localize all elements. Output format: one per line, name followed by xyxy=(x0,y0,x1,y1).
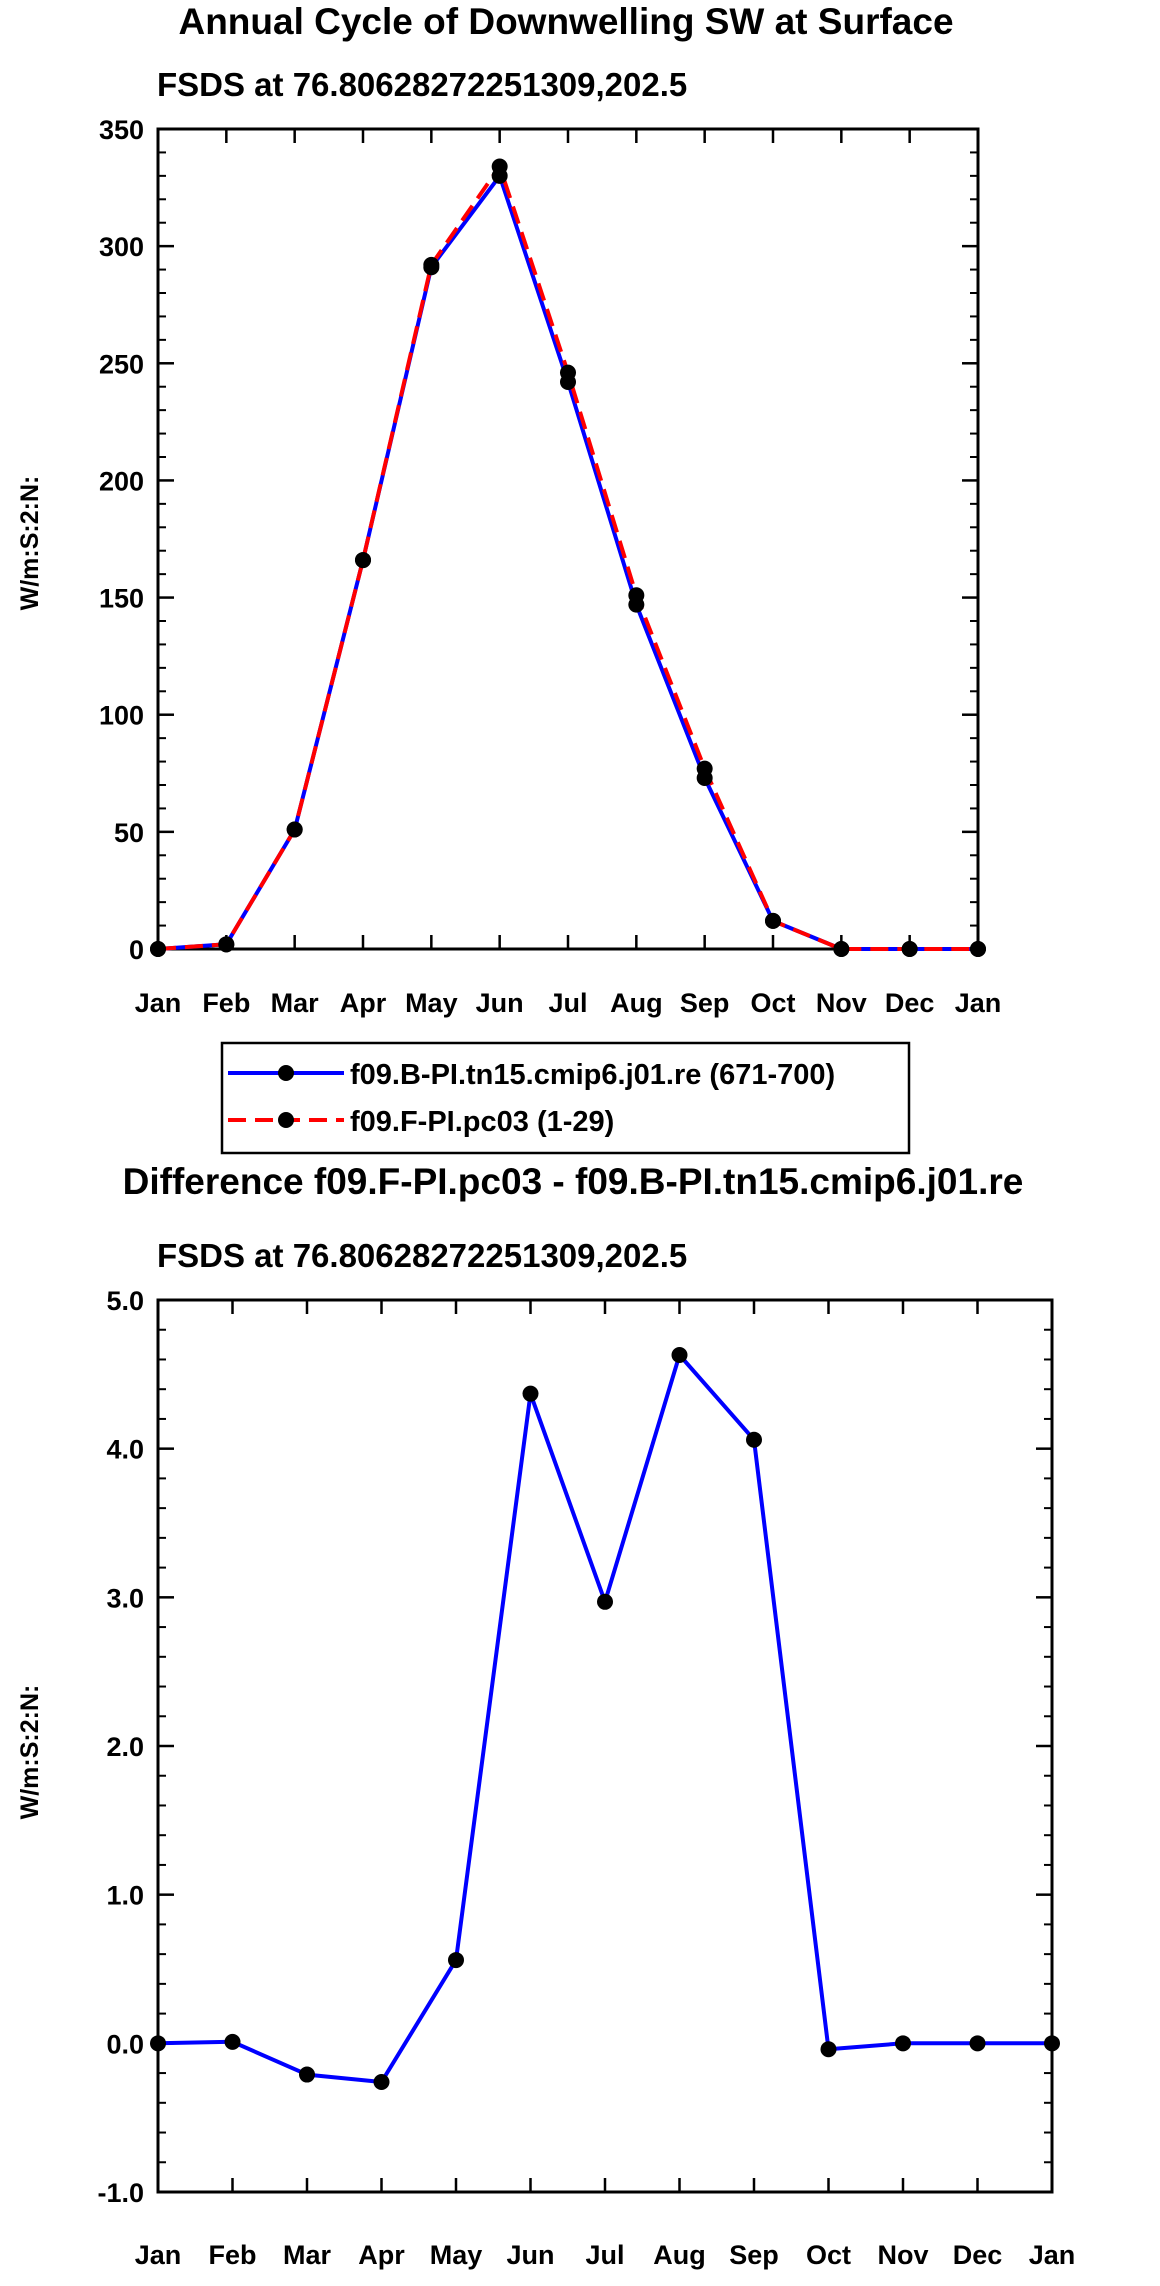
chart1-x-tick-label: May xyxy=(405,988,458,1018)
chart2-series-1-point xyxy=(746,1431,762,1448)
chart2-series-1-point xyxy=(895,2035,911,2052)
chart2-x-tick-label: Mar xyxy=(283,2240,332,2270)
chart1-y-tick-label: 350 xyxy=(99,115,144,145)
chart1-x-tick-label: Apr xyxy=(340,988,387,1018)
chart1-x-tick-label: Sep xyxy=(680,988,730,1018)
chart2-x-tick-label: Dec xyxy=(953,2240,1003,2270)
chart1-series-2-point xyxy=(970,941,986,957)
chart1-series-2-point xyxy=(491,158,508,175)
chart1-y-tick-label: 300 xyxy=(99,232,144,262)
chart1-x-tick-label: Jan xyxy=(955,988,1002,1018)
chart2-y-tick-label: 0.0 xyxy=(106,2029,144,2059)
chart2-series-1-point xyxy=(150,2035,166,2052)
chart2-series-1-point xyxy=(299,2066,315,2083)
chart2-series-1-point xyxy=(522,1385,539,1402)
legend-label-series-2: f09.F-PI.pc03 (1-29) xyxy=(350,1106,614,1138)
legend-marker-series-1 xyxy=(278,1065,294,1081)
chart1-plot-frame xyxy=(156,127,980,951)
chart2-x-tick-label: Jan xyxy=(1029,2240,1076,2270)
legend-label-series-1: f09.B-PI.tn15.cmip6.j01.re (671-700) xyxy=(350,1059,835,1091)
chart1-y-tick-label: 150 xyxy=(99,584,144,614)
chart1-plot-area: Jan Feb Mar Apr May Jun Jul Aug Sep Oct Nov Dec Jan 0… xyxy=(99,115,1001,1018)
chart1-y-tick-label: 0 xyxy=(129,935,144,965)
chart1-x-tick-label: Aug xyxy=(610,988,662,1018)
chart2-y-tick-label: 2.0 xyxy=(106,1732,144,1762)
chart1-series-2-point xyxy=(696,760,713,777)
chart1-x-tick-label: Jun xyxy=(476,988,524,1018)
chart1-x-tick-label: Nov xyxy=(816,988,867,1018)
chart2-y-tick-label: 5.0 xyxy=(106,1286,144,1316)
chart1-series-2-line xyxy=(157,164,978,951)
chart2-y-tick-label: -1.0 xyxy=(97,2178,144,2208)
chart1-y-tick-label: 200 xyxy=(99,466,144,496)
chart2-series-1-point xyxy=(373,2073,390,2090)
chart1-y-tick-label: 250 xyxy=(99,349,144,379)
chart2-plot-frame xyxy=(156,1298,1054,2194)
chart2-title: Difference f09.F-PI.pc03 - f09.B-PI.tn15… xyxy=(123,1161,1024,1202)
chart2-series-1-point xyxy=(671,1347,688,1364)
chart1-legend: f09.B-PI.tn15.cmip6.j01.re (671-700) f09… xyxy=(220,1041,911,1155)
chart2-x-tick-label: Jun xyxy=(506,2240,554,2270)
chart1-title: Annual Cycle of Downwelling SW at Surfac… xyxy=(178,1,953,42)
chart2-series-1-point xyxy=(597,1593,613,1610)
chart1-y-tick-label: 100 xyxy=(99,701,144,731)
chart2-x-tick-label: Oct xyxy=(806,2240,851,2270)
chart1-series-2-point xyxy=(628,587,645,604)
chart1-x-tick-label: Mar xyxy=(271,988,320,1018)
chart1-series-2-point xyxy=(355,552,371,569)
chart1-y-axis-label: W/m:S:2:N: xyxy=(16,476,44,611)
chart2-series-1-line xyxy=(157,1353,1052,2084)
chart1-subtitle: FSDS at 76.80628272251309,202.5 xyxy=(157,66,687,103)
chart1-series-2-point xyxy=(765,912,781,929)
chart2-y-tick-label: 4.0 xyxy=(106,1435,144,1465)
chart2-y-tick-label: 3.0 xyxy=(106,1583,144,1613)
chart2-x-tick-label: Nov xyxy=(877,2240,928,2270)
chart1-series-2-point xyxy=(150,941,166,957)
chart2-series-1-point xyxy=(1044,2035,1060,2052)
chart2-x-tick-label: May xyxy=(430,2240,483,2270)
chart1-series-2-point xyxy=(560,364,576,381)
chart1-series-2-point xyxy=(218,936,235,953)
chart2-series-1-point xyxy=(969,2035,986,2052)
chart1-series-2-point xyxy=(423,256,440,273)
legend-box xyxy=(220,1041,911,1155)
chart2-y-axis-label: W/m:S:2:N: xyxy=(16,1685,44,1820)
chart1-x-tick-label: Jan xyxy=(135,988,182,1018)
legend-marker-series-2 xyxy=(278,1112,294,1128)
chart2-y-tick-label: 1.0 xyxy=(106,1881,144,1911)
chart1-x-tick-label: Feb xyxy=(202,988,250,1018)
chart1-series-2-point xyxy=(833,941,850,957)
chart2-x-tick-label: Jul xyxy=(585,2240,624,2270)
chart1-x-tick-label: Dec xyxy=(885,988,935,1018)
chart1-series-2-point xyxy=(901,941,918,957)
chart2-x-tick-label: Jan xyxy=(135,2240,182,2270)
chart2-x-tick-label: Sep xyxy=(729,2240,779,2270)
chart2-x-tick-label: Apr xyxy=(358,2240,405,2270)
chart1-series-1-line xyxy=(157,173,978,951)
chart2-series-1-point xyxy=(224,2033,241,2050)
chart2-series-1-point xyxy=(448,1952,464,1969)
chart2-x-tick-label: Aug xyxy=(653,2240,705,2270)
chart1-series-2-point xyxy=(286,821,303,838)
chart2-plot-area: Jan Feb Mar Apr May Jun Jul Aug Sep Oct Nov Dec Jan -… xyxy=(97,1286,1075,2270)
chart1-x-tick-label: Jul xyxy=(548,988,587,1018)
chart1-x-tick-label: Oct xyxy=(750,988,795,1018)
chart2-x-tick-label: Feb xyxy=(208,2240,256,2270)
chart2-subtitle: FSDS at 76.80628272251309,202.5 xyxy=(157,1237,687,1274)
chart2-series-1-point xyxy=(820,2041,837,2058)
chart1-y-tick-label: 50 xyxy=(114,818,144,848)
